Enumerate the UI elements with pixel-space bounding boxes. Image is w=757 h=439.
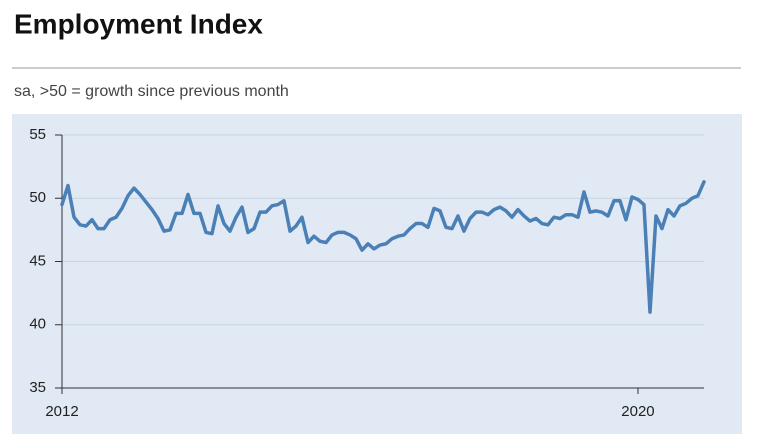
y-tick-label: 40 [29,316,46,333]
plot-background [12,114,742,434]
x-tick-label: 2020 [621,403,654,420]
y-tick-label: 50 [29,189,46,206]
x-tick-label: 2012 [45,403,78,420]
chart-subtitle: sa, >50 = growth since previous month [14,83,289,100]
chart-title: Employment Index [14,8,263,39]
y-tick-label: 45 [29,252,46,269]
y-tick-label: 55 [29,126,46,143]
y-tick-label: 35 [29,379,46,396]
data-line [60,180,706,314]
